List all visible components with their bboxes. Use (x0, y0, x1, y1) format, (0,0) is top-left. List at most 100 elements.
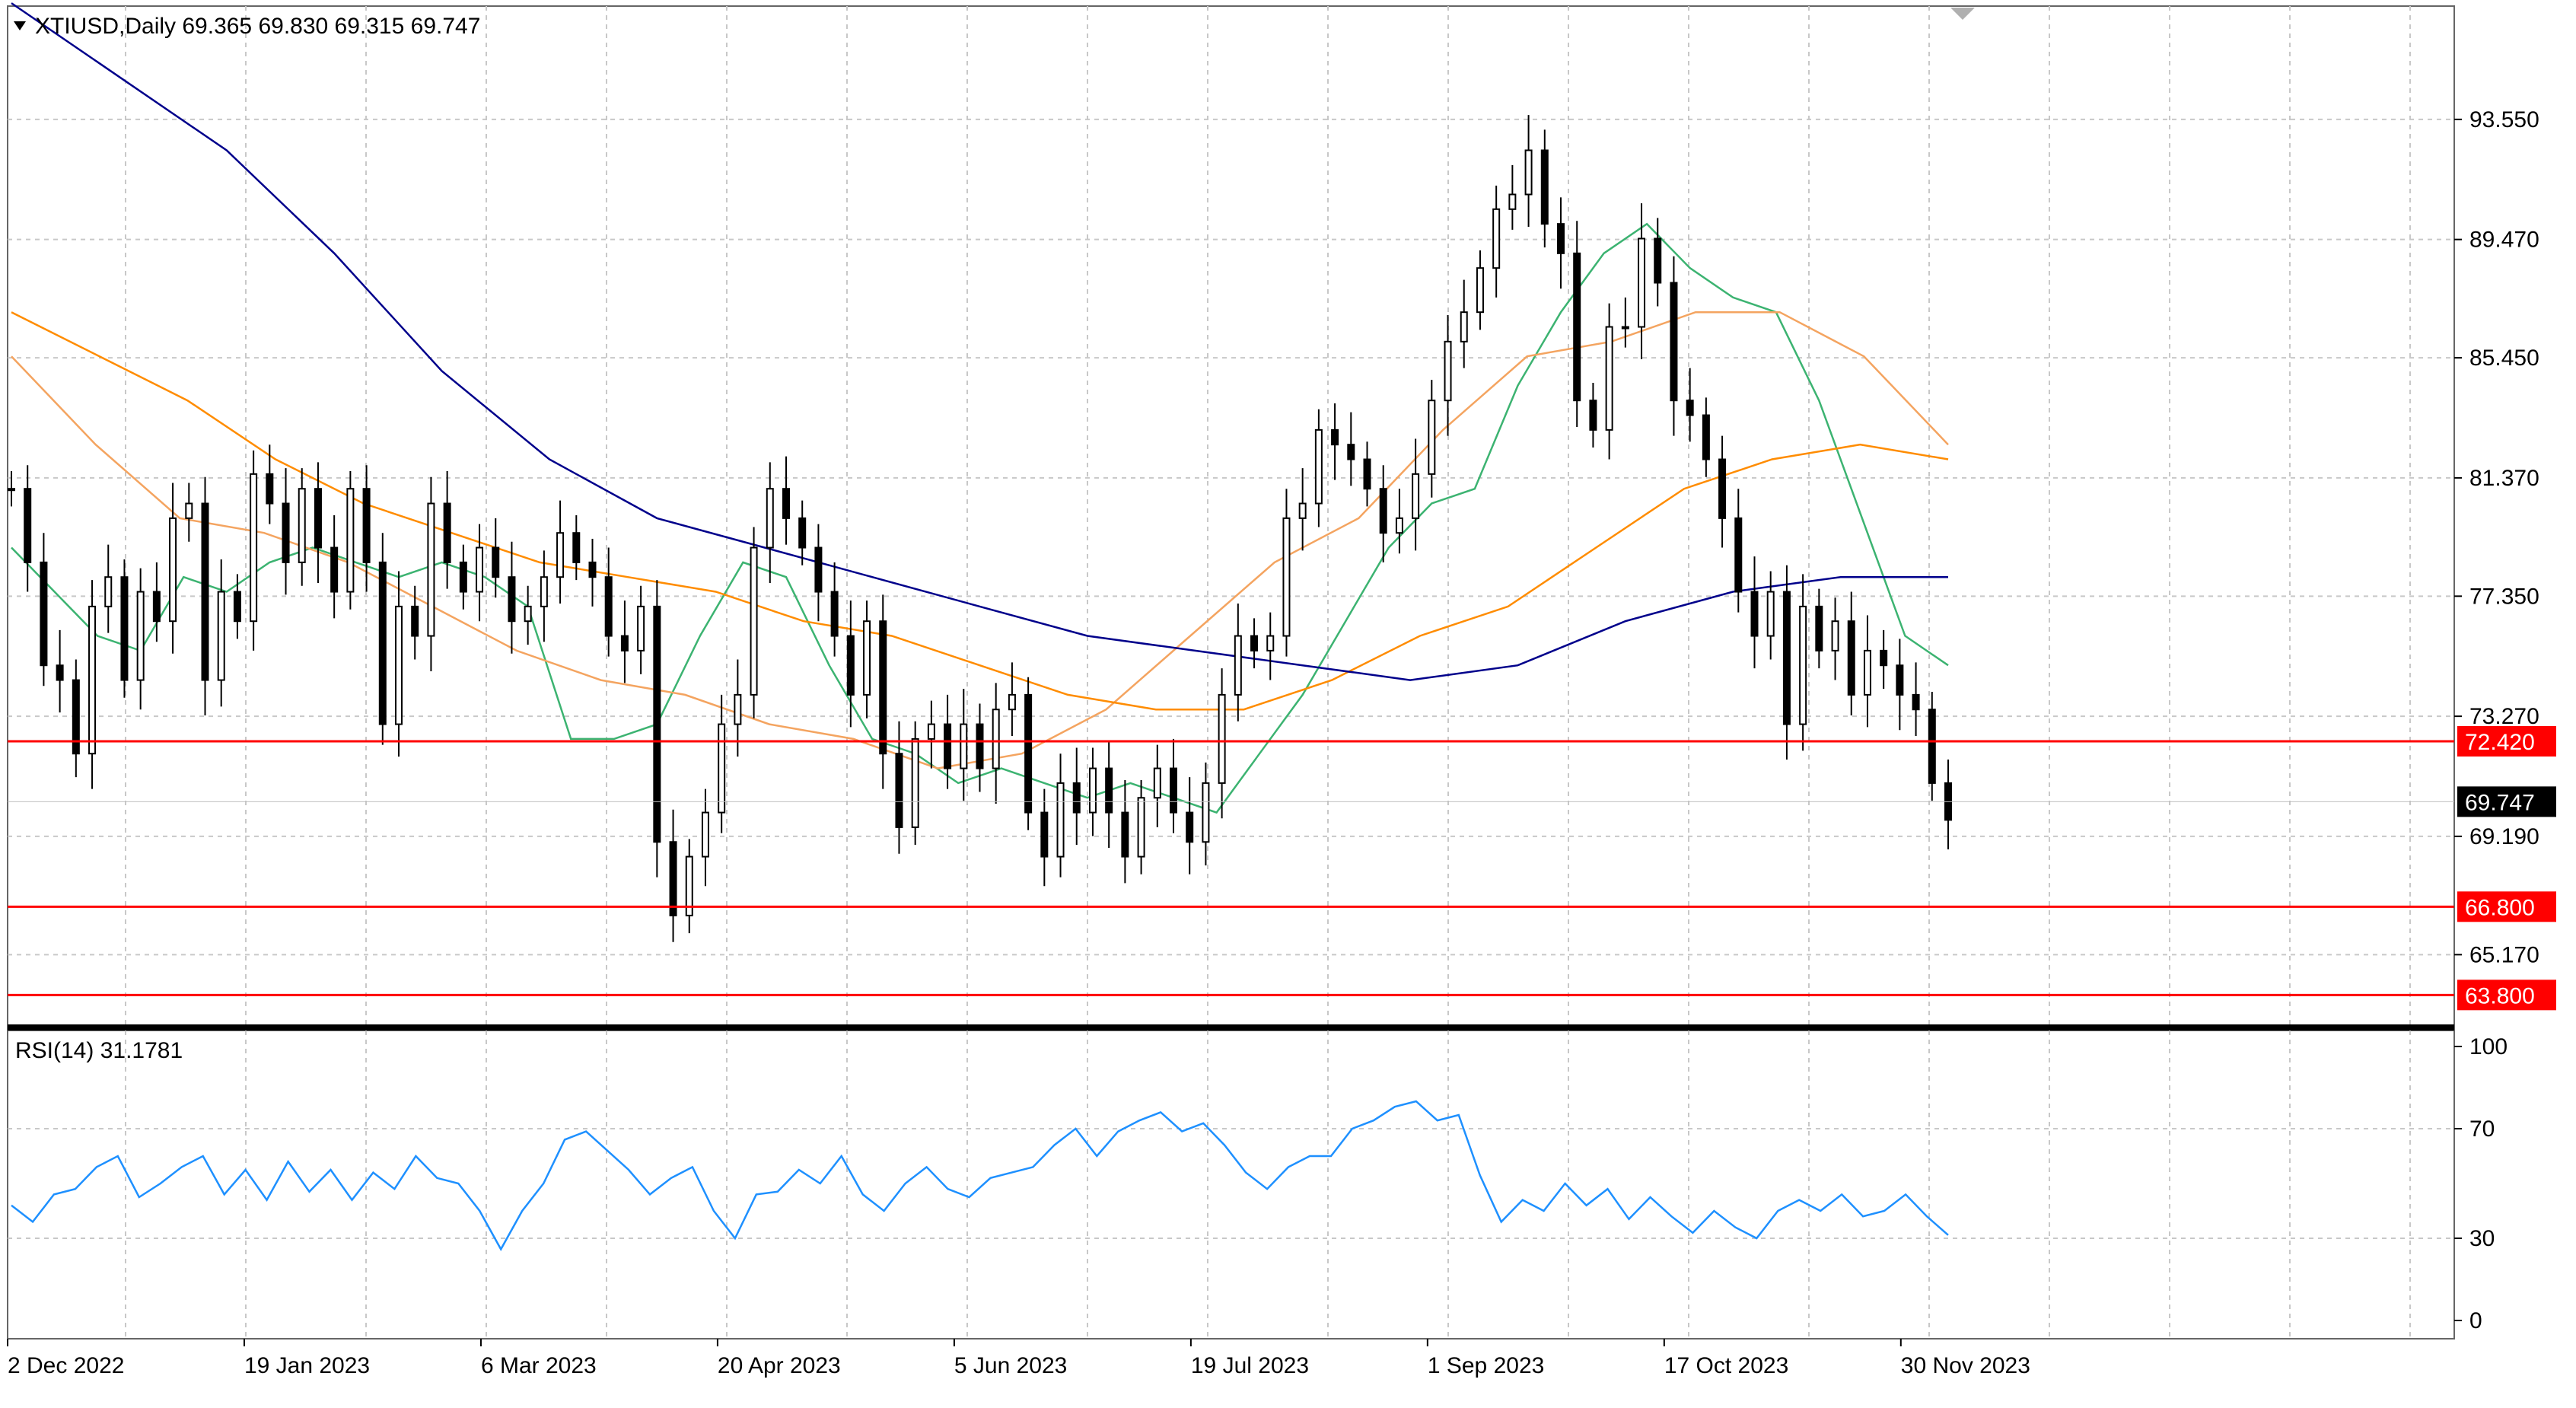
price-tick-label: 69.190 (2469, 824, 2539, 849)
candle-body (1702, 414, 1710, 460)
price-tick-label: 93.550 (2469, 107, 2539, 132)
level-price-label: 72.420 (2465, 730, 2535, 755)
candle-body (540, 576, 548, 607)
candle-body (1266, 635, 1275, 651)
candle-body (56, 664, 64, 681)
candle-body (1040, 811, 1049, 858)
candle-body (1799, 605, 1807, 725)
chart-menu-icon[interactable] (14, 21, 26, 30)
candle-body (1363, 458, 1371, 490)
candle-body (895, 753, 903, 828)
candle-body (1508, 193, 1517, 210)
candle-body (330, 546, 339, 593)
price-axis[interactable]: 93.550 89.470 85.450 81.370 77.350 73.270 69.1… (2454, 107, 2539, 1333)
price-tick-label: 81.370 (2469, 466, 2539, 491)
candle-body (1621, 326, 1629, 330)
candle-body (734, 693, 742, 725)
grid (8, 6, 2454, 1339)
candle-body (185, 502, 193, 519)
candle-body (1218, 693, 1226, 784)
time-tick-label: 19 Jul 2023 (1191, 1353, 1309, 1378)
level-price-label: 63.800 (2465, 983, 2535, 1008)
pane-separator[interactable] (8, 1024, 2454, 1031)
candle-body (1298, 502, 1307, 519)
candle-body (992, 709, 1000, 769)
candle-body (718, 723, 726, 814)
candle-body (282, 502, 290, 563)
level-price-tag[interactable] (2457, 891, 2556, 922)
candle-body (846, 635, 855, 696)
candle-body (1492, 208, 1501, 269)
rsi-tick-label: 100 (2469, 1034, 2508, 1059)
candle-body (1137, 797, 1145, 858)
level-price-tag[interactable] (2457, 725, 2556, 757)
candle-body (1750, 591, 1759, 637)
candle-body (395, 605, 403, 725)
candle-body (104, 576, 113, 607)
candle-body (1234, 635, 1242, 696)
time-axis[interactable]: 2 Dec 2022 19 Jan 2023 6 Mar 2023 20 Apr 20… (7, 1339, 2030, 1378)
candle-body (960, 723, 968, 769)
ma_long-line (11, 2, 1948, 681)
candle-body (443, 502, 451, 563)
time-tick-label: 1 Sep 2023 (1428, 1353, 1544, 1378)
candle-body (1815, 605, 1823, 651)
candle-body (1524, 149, 1533, 196)
candle-body (1412, 473, 1420, 519)
candle-body (411, 605, 419, 637)
price-tick-label: 85.450 (2469, 346, 2539, 371)
candle-body (1686, 400, 1694, 416)
candle-body (750, 546, 758, 696)
time-tick-label: 6 Mar 2023 (481, 1353, 597, 1378)
price-tick-label: 77.350 (2469, 584, 2539, 609)
horizontal-levels[interactable]: 72.420 66.800 63.800 69.747 (8, 725, 2556, 1011)
candle-body (976, 723, 984, 769)
candle-body (524, 605, 532, 623)
candle-body (1444, 340, 1452, 402)
chart-shift-marker-icon[interactable] (1950, 8, 1975, 20)
candle-body (88, 605, 97, 755)
candle-body (250, 473, 258, 623)
candle-body (476, 546, 484, 593)
candle-body (233, 591, 241, 623)
candle-body (620, 635, 629, 651)
candle-body (1863, 649, 1871, 696)
candle-body (669, 841, 677, 916)
candle-body (120, 576, 129, 681)
current-price-tag (2457, 786, 2556, 817)
candle-body (217, 591, 225, 681)
candle-body (1896, 664, 1904, 696)
candles (8, 115, 1952, 942)
candle-body (1347, 444, 1355, 460)
time-tick-label: 17 Oct 2023 (1664, 1353, 1788, 1378)
rsi-tick-label: 70 (2469, 1117, 2495, 1142)
candle-body (201, 502, 209, 681)
time-tick-label: 20 Apr 2023 (718, 1353, 841, 1378)
candle-body (1831, 620, 1839, 651)
candle-body (814, 546, 823, 593)
candle-body (1638, 237, 1646, 328)
time-tick-label: 2 Dec 2022 (8, 1353, 124, 1378)
candle-body (556, 532, 565, 578)
candle-body (1170, 767, 1177, 814)
time-tick-label: 19 Jan 2023 (244, 1353, 370, 1378)
candle-body (152, 591, 161, 623)
candle-body (1379, 488, 1387, 534)
candle-body (24, 488, 32, 563)
candle-body (136, 591, 145, 681)
candle-body (927, 723, 935, 740)
candle-body (72, 679, 80, 755)
price-tick-label: 73.270 (2469, 704, 2539, 729)
candle-body (459, 561, 467, 593)
price-tick-label: 89.470 (2469, 228, 2539, 253)
candle-body (1540, 149, 1549, 225)
level-price-tag[interactable] (2457, 980, 2556, 1011)
candle-body (1912, 693, 1920, 711)
candle-body (1589, 400, 1597, 431)
candle-body (314, 488, 322, 549)
rsi-line (11, 1100, 1949, 1251)
candle-body (1395, 517, 1403, 534)
time-tick-label: 30 Nov 2023 (1901, 1353, 2030, 1378)
